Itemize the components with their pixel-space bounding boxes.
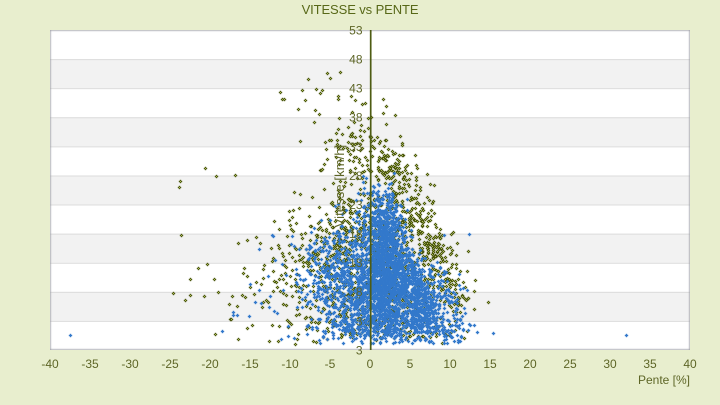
svg-text:15: 15 [483, 357, 497, 371]
svg-text:8: 8 [356, 285, 363, 299]
svg-text:23: 23 [349, 198, 363, 212]
svg-text:-30: -30 [121, 357, 139, 371]
svg-text:28: 28 [349, 169, 363, 183]
svg-text:0: 0 [367, 357, 374, 371]
svg-text:VITESSE vs PENTE: VITESSE vs PENTE [302, 2, 419, 17]
svg-text:53: 53 [349, 23, 363, 37]
svg-text:33: 33 [349, 140, 363, 154]
svg-text:-5: -5 [325, 357, 336, 371]
svg-text:13: 13 [349, 256, 363, 270]
svg-text:-10: -10 [281, 357, 299, 371]
svg-text:43: 43 [349, 82, 363, 96]
svg-text:-35: -35 [81, 357, 99, 371]
svg-text:5: 5 [407, 357, 414, 371]
svg-text:3: 3 [356, 343, 363, 357]
svg-text:-20: -20 [201, 357, 219, 371]
svg-text:10: 10 [443, 357, 457, 371]
svg-text:30: 30 [603, 357, 617, 371]
svg-text:-25: -25 [161, 357, 179, 371]
svg-text:38: 38 [349, 111, 363, 125]
svg-text:Pente [%]: Pente [%] [638, 373, 690, 387]
svg-text:3: 3 [356, 314, 363, 328]
svg-text:40: 40 [683, 357, 697, 371]
svg-text:Vitesse [km/h]: Vitesse [km/h] [332, 145, 347, 228]
svg-text:20: 20 [523, 357, 537, 371]
svg-text:48: 48 [349, 52, 363, 66]
svg-text:-40: -40 [41, 357, 59, 371]
svg-text:-15: -15 [241, 357, 259, 371]
svg-text:25: 25 [563, 357, 577, 371]
svg-text:35: 35 [643, 357, 657, 371]
svg-text:18: 18 [349, 227, 363, 241]
